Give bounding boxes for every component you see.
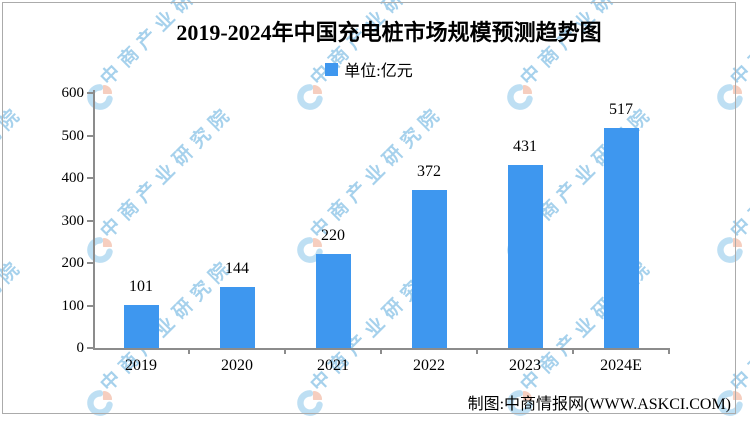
x-axis-tick: [284, 348, 286, 354]
x-axis-label: 2024E: [600, 357, 642, 374]
askci-logo-icon: [505, 82, 535, 112]
bar: [411, 190, 447, 348]
bar-value-label: 372: [417, 163, 441, 180]
bar-value-label: 517: [609, 101, 633, 118]
x-axis-label: 2022: [413, 357, 445, 374]
x-axis-tick: [188, 348, 190, 354]
y-axis-label: 300: [61, 212, 85, 229]
askci-logo-icon: [85, 82, 115, 112]
x-axis-label: 2023: [509, 357, 541, 374]
y-axis-tick: [87, 347, 93, 349]
x-axis-tick: [572, 348, 574, 354]
y-axis-tick: [87, 219, 93, 222]
askci-logo-icon: [505, 388, 535, 418]
askci-logo-icon: [85, 388, 115, 418]
y-axis-label: 400: [61, 170, 85, 186]
x-axis-label: 2020: [221, 357, 253, 374]
bar-value-label: 144: [225, 260, 249, 277]
bar: [603, 128, 639, 348]
bar: [219, 287, 255, 348]
chart-title: 2019-2024年中国充电桩市场规模预测趋势图: [176, 20, 602, 45]
x-axis-tick: [476, 348, 478, 354]
y-axis-label: 500: [61, 127, 85, 144]
legend: 单位:亿元: [0, 57, 750, 81]
y-axis-tick: [87, 92, 93, 94]
bar-value-label: 101: [129, 278, 153, 295]
x-axis-label: 2019: [125, 357, 157, 374]
y-axis-tick: [87, 304, 93, 307]
x-axis-tick: [668, 348, 670, 354]
legend-swatch: [325, 62, 339, 76]
bar: [315, 254, 351, 348]
y-axis-label: 600: [61, 85, 85, 101]
x-axis-tick: [380, 348, 382, 354]
y-axis-tick: [87, 134, 93, 137]
y-axis-tick: [87, 262, 93, 264]
legend-label: 单位:亿元: [344, 63, 413, 80]
credit-text: 制图:中商情报网(WWW.ASKCI.COM): [467, 396, 731, 413]
bar: [507, 165, 543, 348]
y-axis-label: 100: [61, 297, 85, 314]
y-axis-label: 0: [76, 340, 85, 356]
askci-logo-icon: [295, 82, 325, 112]
bar: [123, 305, 159, 348]
y-axis: [93, 90, 95, 348]
x-axis-label: 2021: [317, 357, 349, 374]
askci-logo-icon: [295, 388, 325, 418]
bar-value-label: 220: [321, 227, 345, 244]
y-axis-tick: [87, 177, 93, 179]
y-axis-label: 200: [61, 255, 85, 271]
bar-value-label: 431: [513, 138, 537, 155]
